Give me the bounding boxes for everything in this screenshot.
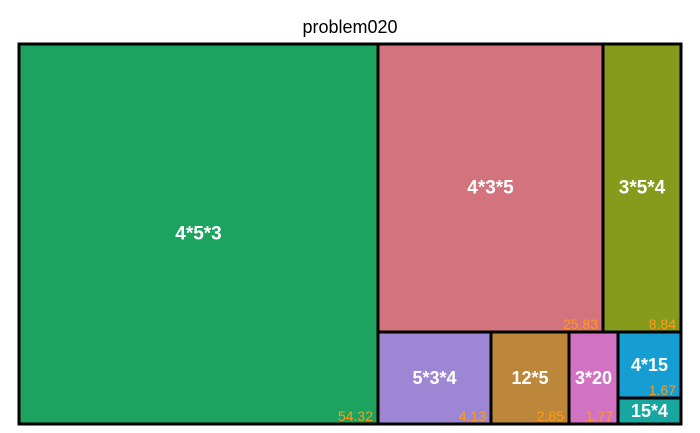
tile-3x20: 3*20 1.77	[567, 330, 620, 426]
tile-4x5x3: 4*5*3 54.32	[17, 42, 380, 426]
tile-value-3x5x4: 8.84	[649, 316, 676, 332]
tile-value-3x20: 1.77	[586, 408, 613, 424]
tile-4x15: 4*15 1.67	[616, 330, 683, 400]
tile-label-3x5x4: 3*5*4	[619, 178, 666, 199]
tile-label-3x20: 3*20	[575, 368, 612, 388]
tile-label-4x3x5: 4*3*5	[467, 178, 514, 199]
tile-rect-4x15	[616, 330, 683, 400]
tile-15x4: 15*4	[616, 396, 683, 426]
tile-3x5x4: 3*5*4 8.84	[601, 42, 683, 334]
treemap-border	[17, 42, 683, 426]
tile-4x3x5: 4*3*5 25.83	[376, 42, 605, 334]
tile-value-12x5: 2.85	[537, 408, 564, 424]
chart-title: problem020	[302, 17, 398, 37]
tile-value-4x3x5: 25.83	[563, 316, 598, 332]
tile-label-4x5x3: 4*5*3	[175, 224, 222, 245]
tile-value-4x15: 1.67	[649, 382, 676, 398]
tile-12x5: 12*5 2.85	[489, 330, 571, 426]
tile-label-15x4: 15*4	[631, 401, 668, 421]
tile-label-12x5: 12*5	[511, 368, 548, 388]
tile-label-5x3x4: 5*3*4	[412, 368, 456, 388]
tile-value-4x5x3: 54.32	[338, 408, 373, 424]
tile-rect-3x20	[567, 330, 620, 426]
tile-5x3x4: 5*3*4 4.13	[376, 330, 493, 426]
tile-label-4x15: 4*15	[631, 355, 668, 375]
tile-value-5x3x4: 4.13	[459, 408, 486, 424]
